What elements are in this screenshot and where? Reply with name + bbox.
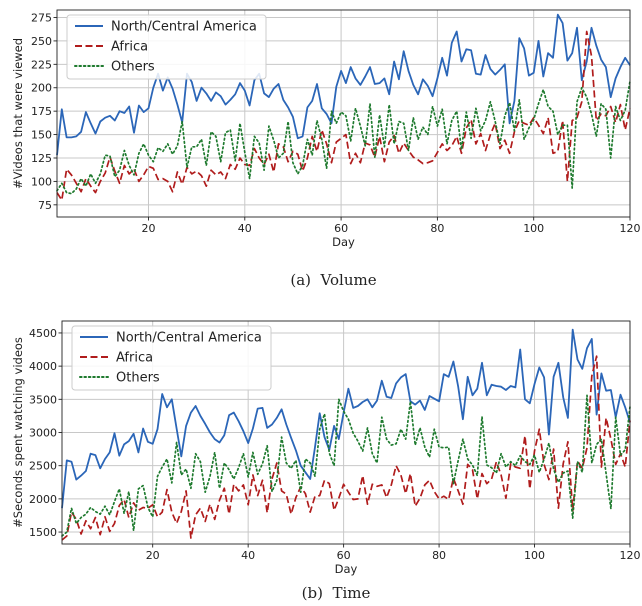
series-line-africa bbox=[61, 355, 631, 541]
legend-box bbox=[66, 14, 267, 80]
x-axis-label: Day bbox=[332, 235, 355, 249]
y-tick-label: 150 bbox=[31, 129, 52, 142]
legend-label: Others bbox=[116, 371, 160, 386]
series-line-africa bbox=[56, 30, 631, 201]
y-tick-label: 250 bbox=[31, 35, 52, 48]
series-line-others bbox=[61, 394, 631, 537]
y-tick-label: 2000 bbox=[29, 493, 57, 506]
legend-label: North/Central America bbox=[111, 20, 257, 35]
legend-box bbox=[71, 325, 272, 391]
y-tick-label: 75 bbox=[38, 199, 52, 212]
x-tick-label: 60 bbox=[337, 549, 351, 562]
y-tick-label: 4500 bbox=[29, 327, 57, 340]
legend-label: Others bbox=[111, 60, 155, 75]
x-tick-label: 100 bbox=[523, 222, 544, 235]
chart-volume: 20 40 60 80 100 120 75 100 125 150 175 200 225 250 275… bbox=[11, 9, 641, 289]
figure-caption: (a) Volume bbox=[290, 271, 376, 289]
x-tick-label: 40 bbox=[241, 549, 255, 562]
x-axis-label: Day bbox=[335, 562, 358, 576]
y-tick-label: 100 bbox=[31, 175, 52, 188]
series-line-others bbox=[56, 80, 631, 195]
x-tick-label: 120 bbox=[620, 549, 641, 562]
y-tick-label: 175 bbox=[31, 105, 52, 118]
y-tick-label: 275 bbox=[31, 11, 52, 24]
y-tick-label: 1500 bbox=[29, 526, 57, 539]
legend-label: Africa bbox=[116, 351, 153, 366]
y-axis-label: #Seconds spent watching videos bbox=[11, 337, 25, 528]
legend-label: Africa bbox=[111, 40, 148, 55]
figure-caption: (b) Time bbox=[302, 584, 371, 602]
x-tick-label: 20 bbox=[141, 222, 155, 235]
series-line-north-central-america bbox=[61, 328, 631, 509]
chart-time: 20 40 60 80 100 120 1500 2000 2500 3000 3500 4000 45… bbox=[11, 320, 641, 602]
x-tick-label: 100 bbox=[524, 549, 545, 562]
x-tick-label: 80 bbox=[430, 222, 444, 235]
x-tick-label: 40 bbox=[238, 222, 252, 235]
series-line-north-central-america bbox=[56, 13, 631, 156]
y-tick-label: 3500 bbox=[29, 393, 57, 406]
y-tick-label: 4000 bbox=[29, 360, 57, 373]
y-tick-label: 200 bbox=[31, 82, 52, 95]
legend-label: North/Central America bbox=[116, 331, 262, 346]
y-tick-label: 3000 bbox=[29, 427, 57, 440]
y-tick-label: 125 bbox=[31, 152, 52, 165]
x-tick-label: 60 bbox=[334, 222, 348, 235]
x-tick-label: 80 bbox=[432, 549, 446, 562]
y-axis-label: #Videos that were viewed bbox=[11, 38, 25, 189]
y-tick-label: 2500 bbox=[29, 460, 57, 473]
x-tick-label: 20 bbox=[146, 549, 160, 562]
x-tick-label: 120 bbox=[620, 222, 641, 235]
plot-frame bbox=[56, 9, 631, 218]
y-tick-label: 225 bbox=[31, 58, 52, 71]
